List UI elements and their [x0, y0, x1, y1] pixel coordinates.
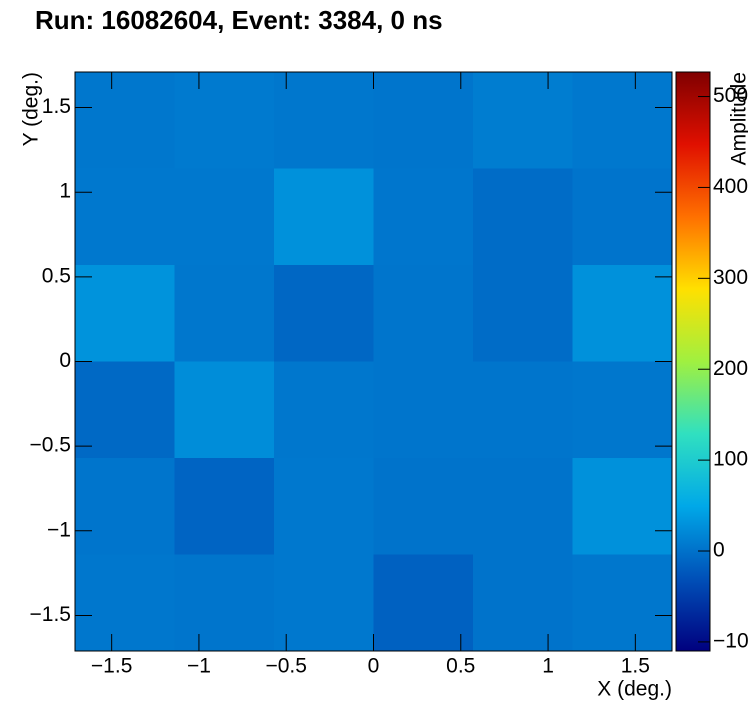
- heatmap-cell: [473, 458, 573, 555]
- x-tick-label: 1: [542, 655, 554, 678]
- heatmap-cell: [572, 168, 672, 265]
- y-tick-label: 1: [59, 180, 71, 203]
- heatmap-cell: [572, 265, 672, 362]
- heatmap-cell: [373, 554, 473, 651]
- y-tick-label: −1: [47, 518, 71, 541]
- heatmap-cell: [473, 554, 573, 651]
- heatmap-cell: [174, 72, 274, 169]
- heatmap-cell: [373, 458, 473, 555]
- z-tick-label: 200: [713, 357, 748, 380]
- y-tick-label: 0: [59, 349, 71, 372]
- x-tick-label: 0.5: [446, 655, 475, 678]
- y-tick-label: 1.5: [42, 95, 71, 118]
- heatmap-cell: [75, 265, 175, 362]
- heatmap-cell: [174, 361, 274, 458]
- heatmap-cell: [274, 554, 374, 651]
- x-axis-title: X (deg.): [597, 678, 672, 701]
- heatmap-cell: [75, 554, 175, 651]
- z-tick-label: 400: [713, 175, 748, 198]
- heatmap-cell: [174, 168, 274, 265]
- heatmap-cell: [274, 458, 374, 555]
- heatmap-cell: [473, 265, 573, 362]
- heatmap-cell: [572, 72, 672, 169]
- heatmap-cell: [473, 72, 573, 169]
- z-tick-label: −100: [713, 629, 748, 652]
- heatmap-cell: [274, 265, 374, 362]
- x-tick-label: −0.5: [265, 655, 306, 678]
- z-tick-label: 100: [713, 448, 748, 471]
- heatmap-cell: [174, 554, 274, 651]
- y-tick-label: −1.5: [30, 603, 71, 626]
- chart-title: Run: 16082604, Event: 3384, 0 ns: [35, 5, 443, 35]
- x-tick-label: −1.5: [91, 655, 132, 678]
- heatmap-cell: [75, 168, 175, 265]
- heatmap-cell: [174, 458, 274, 555]
- z-tick-label: 300: [713, 266, 748, 289]
- x-tick-label: 0: [368, 655, 380, 678]
- x-tick-label: 1.5: [621, 655, 650, 678]
- heatmap-cell: [373, 168, 473, 265]
- heatmap-cell: [373, 361, 473, 458]
- heatmap-cell: [75, 458, 175, 555]
- heatmap-cell: [373, 265, 473, 362]
- heatmap-cell: [274, 361, 374, 458]
- z-tick-label: 0: [713, 539, 725, 562]
- y-axis-title: Y (deg.): [20, 72, 43, 146]
- heatmap-cell: [75, 361, 175, 458]
- heatmap-cell: [174, 265, 274, 362]
- heatmap-cell: [274, 168, 374, 265]
- heatmap-cell: [572, 458, 672, 555]
- z-axis-title: Amplitude: [728, 72, 748, 165]
- heatmap-cell: [75, 72, 175, 169]
- y-tick-label: 0.5: [42, 264, 71, 287]
- heatmap-cell: [572, 361, 672, 458]
- heatmap-cell: [373, 72, 473, 169]
- z-tick-label: 500: [713, 84, 748, 107]
- heatmap-cell: [572, 554, 672, 651]
- heatmap-cell: [473, 168, 573, 265]
- x-tick-label: −1: [187, 655, 211, 678]
- y-tick-label: −0.5: [30, 434, 71, 457]
- heatmap-cell: [274, 72, 374, 169]
- color-bar: [675, 71, 711, 652]
- heatmap-cell: [473, 361, 573, 458]
